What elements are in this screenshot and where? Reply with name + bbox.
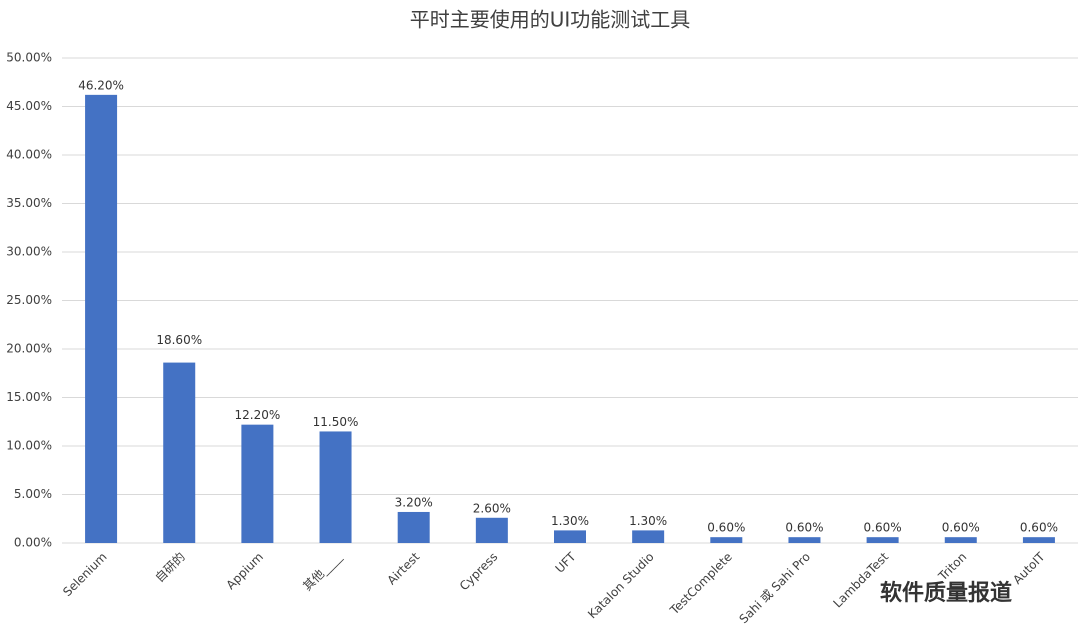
y-tick-label: 5.00%	[14, 487, 52, 501]
y-tick-label: 0.00%	[14, 536, 52, 550]
value-label: 18.60%	[156, 333, 202, 347]
value-label: 11.50%	[313, 415, 359, 429]
y-tick-label: 40.00%	[6, 148, 52, 162]
bar	[1022, 537, 1055, 543]
value-label: 0.60%	[707, 521, 745, 535]
value-label: 0.60%	[942, 521, 980, 535]
bar	[397, 511, 430, 543]
bar	[85, 94, 118, 544]
chart-title: 平时主要使用的UI功能测试工具	[410, 8, 691, 32]
bar	[632, 530, 665, 543]
bar	[241, 424, 274, 543]
y-tick-label: 30.00%	[6, 245, 52, 259]
bar	[866, 537, 899, 543]
value-label: 2.60%	[473, 501, 511, 515]
value-label: 0.60%	[1020, 521, 1058, 535]
value-label: 12.20%	[235, 408, 281, 422]
y-tick-label: 50.00%	[6, 51, 52, 65]
y-tick-label: 10.00%	[6, 439, 52, 453]
value-label: 0.60%	[864, 521, 902, 535]
y-tick-label: 35.00%	[6, 196, 52, 210]
value-label: 0.60%	[785, 521, 823, 535]
y-tick-label: 15.00%	[6, 390, 52, 404]
bar	[475, 517, 508, 543]
value-label: 3.20%	[395, 495, 433, 509]
bar	[163, 362, 196, 543]
y-tick-label: 25.00%	[6, 293, 52, 307]
bar	[319, 431, 352, 543]
bar	[944, 537, 977, 543]
y-tick-label: 20.00%	[6, 342, 52, 356]
y-tick-label: 45.00%	[6, 99, 52, 113]
watermark: 软件质量报道	[880, 580, 1012, 606]
value-label: 1.30%	[629, 514, 667, 528]
value-label: 1.30%	[551, 514, 589, 528]
bar	[788, 537, 821, 543]
bar	[554, 530, 586, 543]
value-label: 46.20%	[78, 78, 124, 92]
bar	[710, 537, 743, 543]
